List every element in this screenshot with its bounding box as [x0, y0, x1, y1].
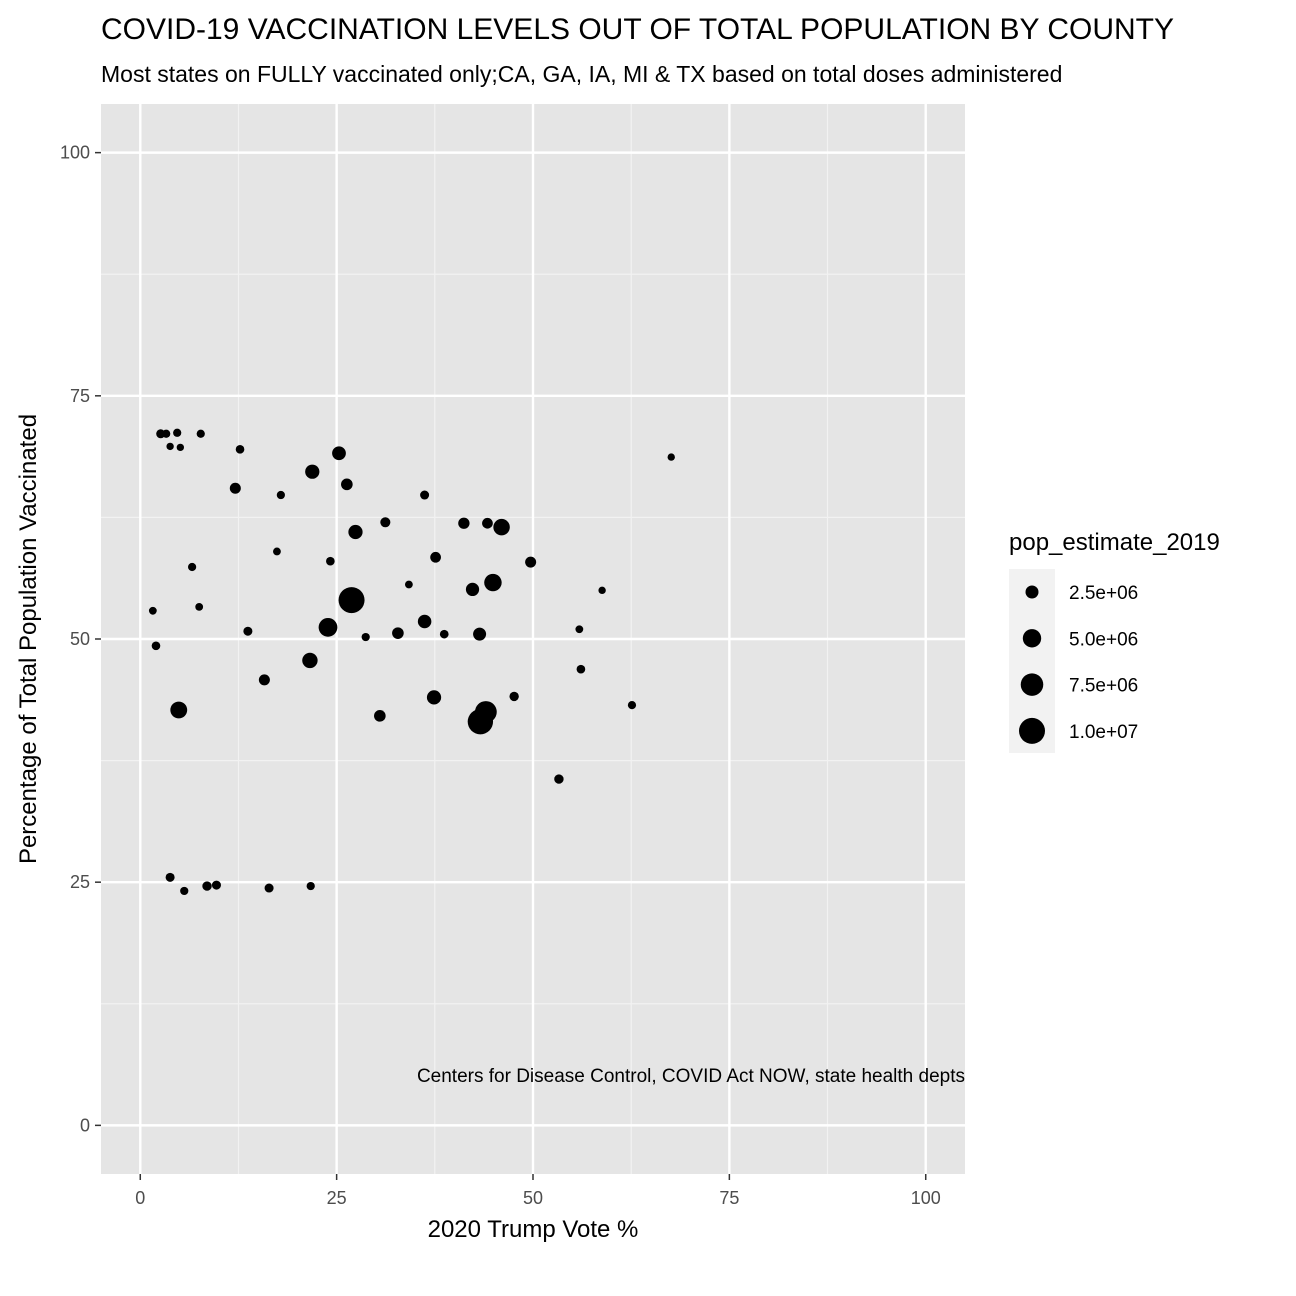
data-point — [166, 442, 174, 451]
data-point — [667, 453, 675, 461]
data-point — [348, 524, 363, 540]
data-point — [430, 551, 441, 563]
data-point — [243, 626, 253, 636]
legend-key-circle — [1025, 585, 1039, 599]
data-point — [305, 464, 320, 479]
data-point — [465, 582, 480, 597]
data-point — [165, 872, 175, 882]
x-tick-label: 25 — [327, 1188, 347, 1208]
data-point — [273, 547, 281, 556]
size-legend: pop_estimate_2019 2.5e+06 5.0e+06 7.5e+06 1… — [1009, 529, 1220, 753]
y-axis-title: Percentage of Total Population Vaccinate… — [15, 414, 42, 864]
data-points — [148, 428, 675, 896]
data-point — [341, 478, 353, 491]
data-point — [404, 580, 413, 589]
data-point — [493, 518, 510, 536]
data-point — [392, 627, 404, 639]
y-axis-ticks: 0 25 50 75 100 — [60, 143, 101, 1135]
data-point — [176, 443, 185, 452]
legend-label: 1.0e+07 — [1069, 722, 1138, 743]
data-point — [627, 701, 637, 710]
data-point — [326, 556, 335, 566]
legend-title: pop_estimate_2019 — [1009, 529, 1220, 556]
data-point — [420, 490, 430, 500]
legend-label: 2.5e+06 — [1069, 583, 1138, 604]
data-point — [576, 664, 586, 674]
data-point — [575, 625, 584, 634]
data-point — [338, 587, 365, 614]
data-point — [417, 614, 432, 629]
data-point — [318, 617, 338, 637]
data-point — [235, 445, 245, 454]
data-point — [554, 774, 564, 784]
data-point — [439, 629, 449, 639]
x-tick-label: 100 — [911, 1188, 941, 1208]
data-point — [162, 429, 171, 438]
data-point — [332, 446, 346, 461]
x-tick-label: 75 — [719, 1188, 739, 1208]
legend-label: 5.0e+06 — [1069, 629, 1138, 650]
data-point — [188, 562, 197, 572]
data-point — [151, 641, 161, 651]
data-point — [374, 710, 386, 722]
data-point — [426, 690, 442, 705]
data-point — [196, 429, 205, 438]
y-tick-label: 75 — [70, 386, 90, 406]
legend-key-circle — [1022, 629, 1042, 648]
y-tick-label: 25 — [70, 872, 90, 892]
x-axis-ticks: 0 25 50 75 100 — [135, 1174, 941, 1208]
data-point — [474, 701, 497, 723]
data-point — [195, 603, 204, 611]
y-tick-label: 100 — [60, 143, 90, 163]
data-point — [276, 490, 285, 500]
x-axis-title: 2020 Trump Vote % — [428, 1216, 639, 1243]
data-point — [361, 632, 370, 642]
data-point — [180, 886, 189, 896]
chart-title: COVID-19 VACCINATION LEVELS OUT OF TOTAL… — [101, 13, 1174, 46]
legend-label: 7.5e+06 — [1069, 676, 1138, 697]
data-point — [482, 517, 493, 529]
major-gridlines — [101, 104, 965, 1174]
chart-subtitle: Most states on FULLY vaccinated only;CA,… — [101, 61, 1062, 87]
data-point — [473, 627, 487, 641]
data-point — [380, 517, 391, 528]
data-point — [302, 652, 318, 669]
data-point — [211, 880, 221, 890]
legend-key-circle — [1020, 673, 1044, 696]
data-point — [264, 883, 274, 893]
data-point — [258, 674, 270, 686]
data-point — [229, 482, 241, 494]
data-point — [202, 881, 212, 891]
data-point — [148, 606, 157, 615]
x-tick-label: 50 — [523, 1188, 543, 1208]
data-point — [306, 881, 315, 891]
data-point — [170, 701, 188, 719]
y-tick-label: 0 — [80, 1115, 90, 1135]
data-point — [509, 691, 519, 702]
chart-caption: Centers for Disease Control, COVID Act N… — [417, 1066, 965, 1087]
y-tick-label: 50 — [70, 629, 90, 649]
data-point — [598, 586, 606, 595]
data-point — [458, 517, 470, 529]
data-point — [525, 556, 537, 568]
legend-key-circle — [1019, 717, 1045, 744]
data-point — [484, 573, 502, 592]
x-tick-label: 0 — [135, 1188, 145, 1208]
data-point — [173, 428, 182, 437]
